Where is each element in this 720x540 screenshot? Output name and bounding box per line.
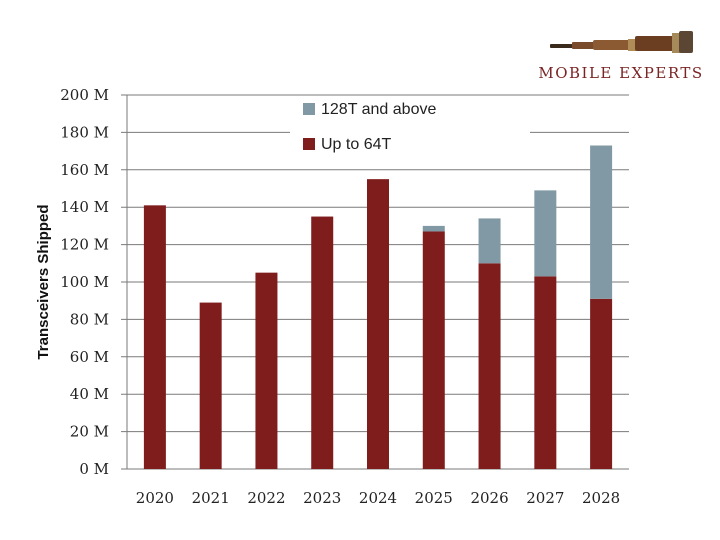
y-tick-label: 60 M (70, 348, 109, 366)
x-tick-label: 2025 (415, 489, 453, 507)
x-tick-label: 2027 (526, 489, 564, 507)
legend: 128T and above Up to 64T (290, 96, 530, 158)
bars (143, 145, 613, 469)
y-tick-label: 140 M (60, 198, 109, 216)
legend-swatch (303, 103, 315, 115)
y-tick-label: 20 M (70, 423, 109, 441)
legend-label: 128T and above (321, 101, 436, 118)
bar-segment (478, 218, 501, 264)
x-tick-label: 2023 (303, 489, 341, 507)
bar-segment (199, 302, 222, 469)
x-tick-label: 2028 (582, 489, 620, 507)
x-tick-label: 2021 (192, 489, 230, 507)
x-tick-label: 2022 (247, 489, 285, 507)
bar-segment (367, 179, 389, 469)
brand-name: MOBILE EXPERTS (538, 64, 703, 82)
legend-label: Up to 64T (321, 136, 391, 153)
x-axis-category-labels: 2020 2021 2022 2023 2024 2025 2026 2027 2028 (136, 489, 620, 507)
y-tick-label: 100 M (60, 273, 109, 291)
y-tick-label: 160 M (60, 161, 109, 179)
y-axis-label: Transceivers Shipped (35, 204, 52, 359)
y-tick-label: 200 M (60, 86, 109, 104)
y-tick-label: 0 M (79, 460, 109, 478)
legend-swatch (303, 138, 315, 150)
bar-segment (143, 205, 166, 469)
y-tick-label: 80 M (70, 310, 109, 328)
bar-segment (255, 272, 278, 469)
y-tick-label: 40 M (70, 385, 109, 403)
x-tick-label: 2020 (136, 489, 174, 507)
bar-segment (534, 276, 557, 469)
telescope-icon (550, 31, 693, 53)
bar-segment (422, 225, 445, 232)
x-tick-label: 2026 (470, 489, 508, 507)
x-tick-label: 2024 (359, 489, 397, 507)
y-tick-label: 180 M (60, 123, 109, 141)
y-tick-label: 120 M (60, 236, 109, 254)
bar-segment (534, 190, 557, 277)
bar-segment (590, 298, 613, 469)
brand-logo: MOBILE EXPERTS (538, 31, 703, 82)
bar-segment (590, 145, 613, 299)
bar-segment (311, 216, 334, 469)
legend-background (290, 96, 530, 158)
bar-segment (422, 231, 445, 469)
y-axis-tick-labels: 0 M 20 M 40 M 60 M 80 M 100 M 120 M 140 M 160 M 1… (60, 86, 109, 478)
bar-segment (478, 263, 501, 469)
